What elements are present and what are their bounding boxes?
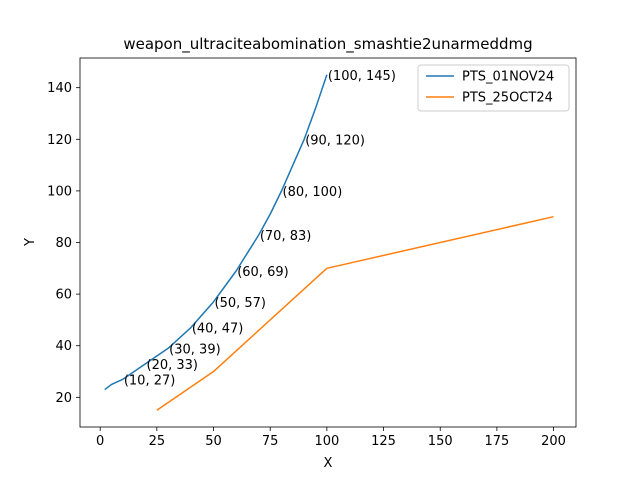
x-tick-label: 100 [314,434,339,449]
y-tick-label: 140 [47,81,72,96]
y-tick-label: 80 [55,236,72,251]
x-tick-label: 25 [149,434,166,449]
data-label: (70, 83) [260,229,312,244]
y-tick-label: 60 [55,288,72,303]
legend-label-1: PTS_01NOV24 [462,70,554,85]
data-label: (90, 120) [305,133,365,148]
data-label: (20, 33) [147,358,199,373]
series-line-1 [104,74,328,391]
x-tick-label: 50 [205,434,222,449]
data-label: (100, 145) [328,69,396,84]
x-tick-label: 200 [541,434,566,449]
y-tick-label: 100 [47,184,72,199]
x-tick-label: 125 [371,434,396,449]
data-label: (80, 100) [283,185,343,200]
x-tick-label: 0 [96,434,104,449]
y-tick-label: 120 [47,133,72,148]
data-label: (10, 27) [124,373,176,388]
y-tick-label: 20 [55,391,72,406]
x-axis-label: X [324,456,333,471]
plot-area: (10, 27)(20, 33)(30, 39) (40, 47) (50, 57)… [47,57,577,449]
x-tick-label: 150 [428,434,453,449]
data-label: (30, 39) [169,342,221,357]
data-label: (60, 69) [237,265,289,280]
data-label: (40, 47) [192,322,244,337]
chart-title: weapon_ultraciteabomination_smashtie2una… [123,35,532,54]
legend-box [417,64,570,112]
y-tick-label: 40 [55,339,72,354]
series-line-2 [156,215,554,411]
data-label: (50, 57) [215,296,267,311]
legend-label-2: PTS_25OCT24 [462,91,553,106]
x-tick-label: 175 [484,434,509,449]
x-tick-label: 75 [262,434,279,449]
y-axis-label: Y [23,238,38,247]
